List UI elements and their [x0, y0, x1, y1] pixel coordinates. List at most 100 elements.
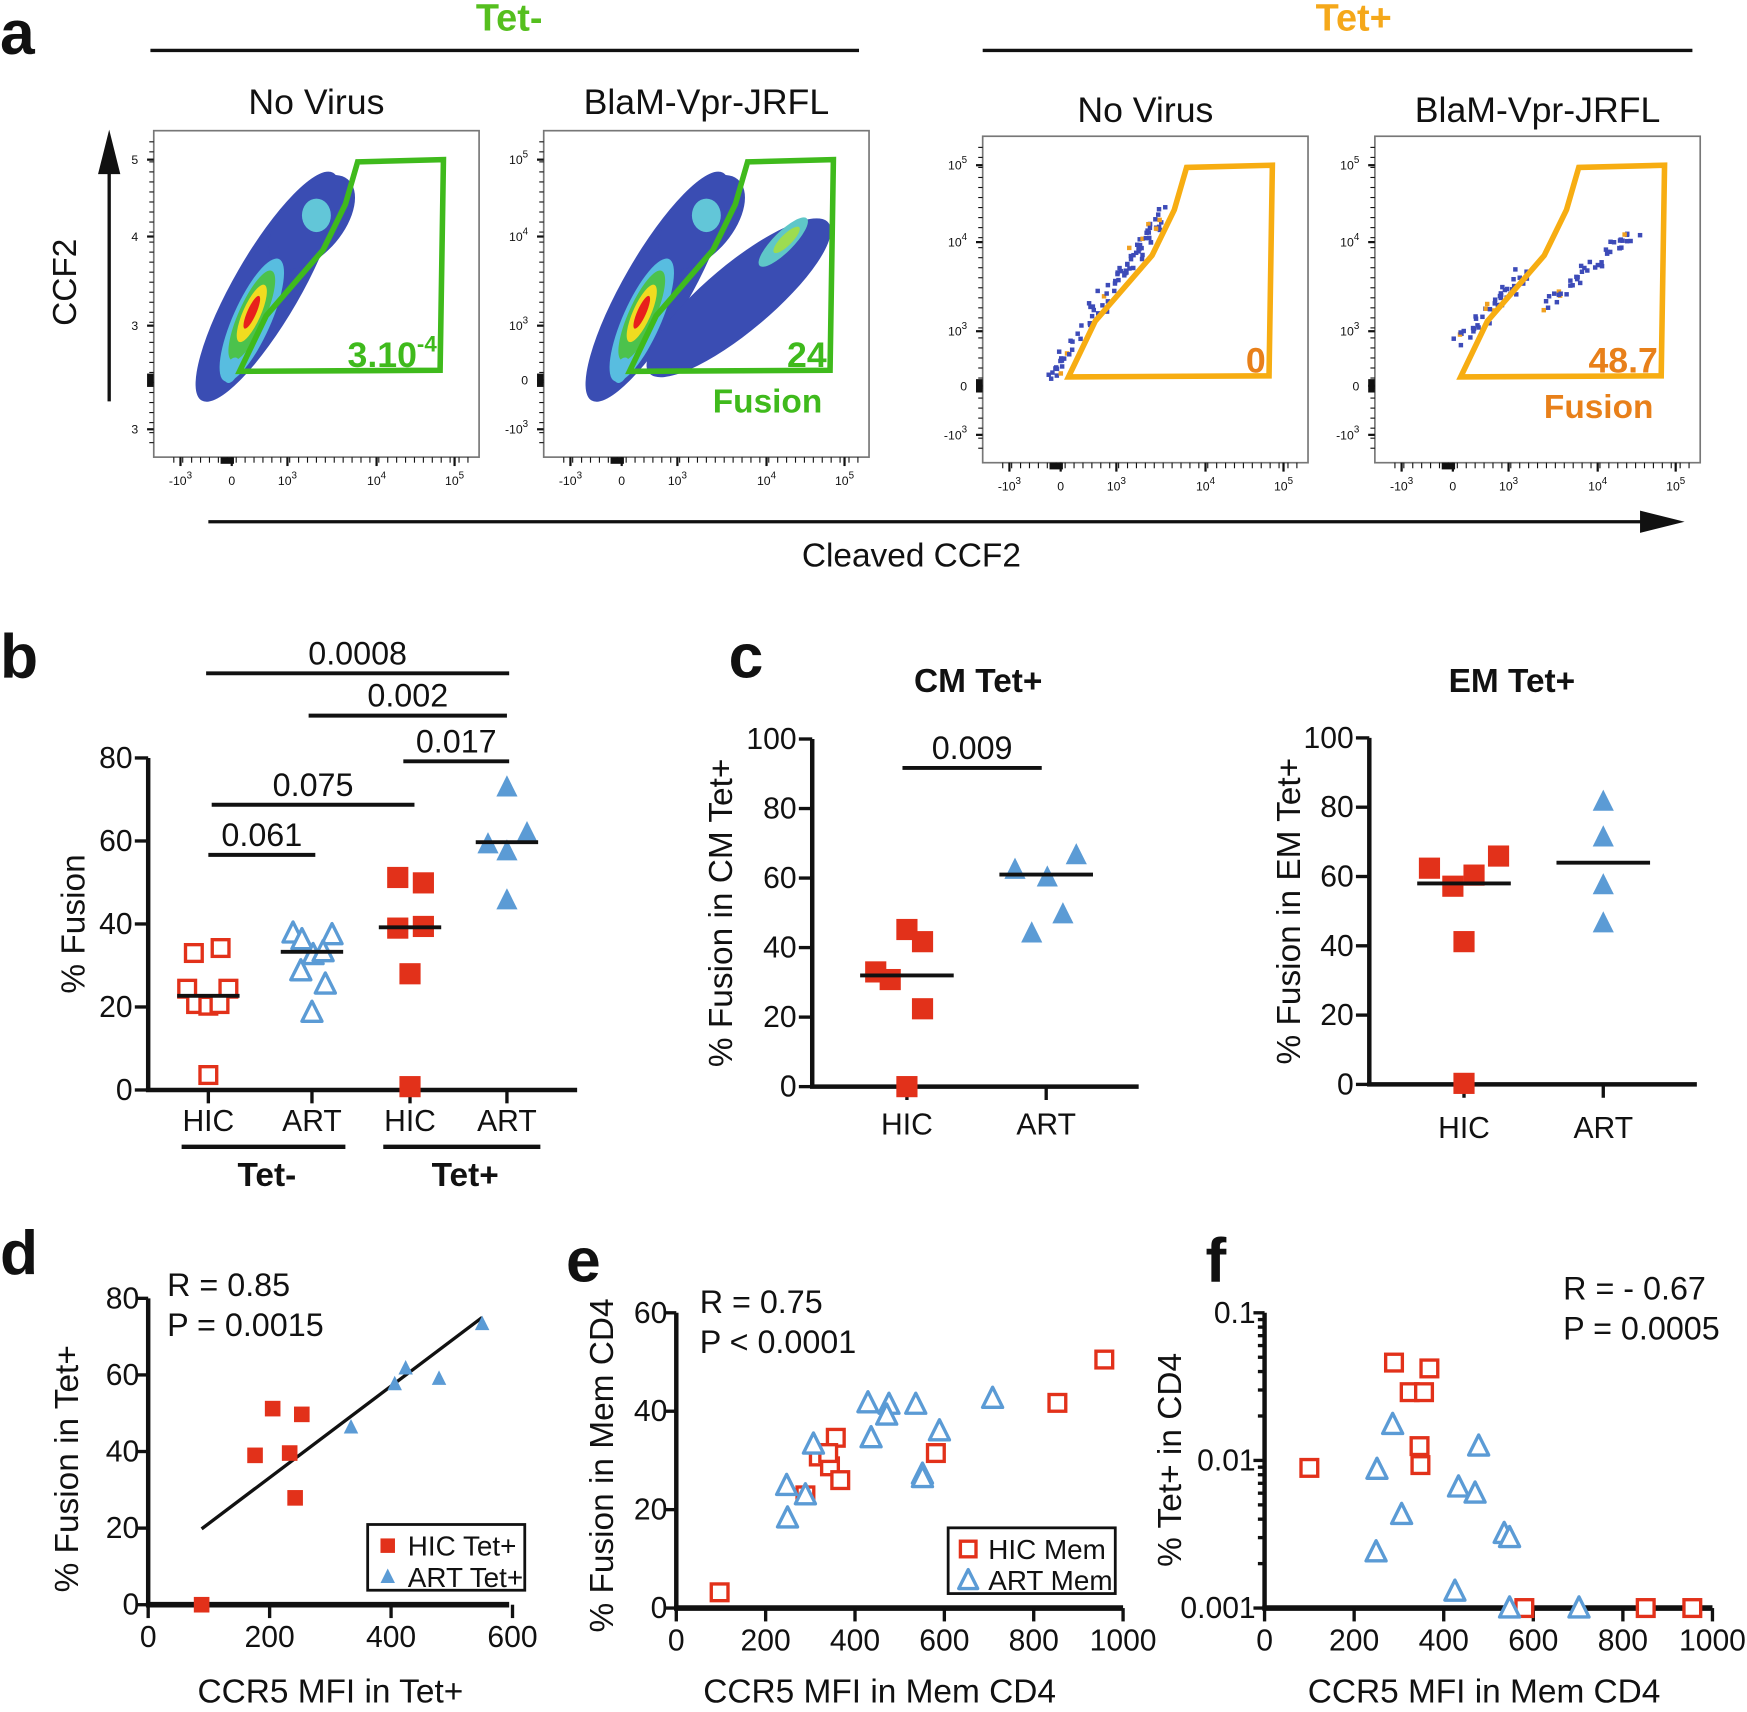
y-tick-label: -103 [505, 419, 529, 437]
data-point [875, 1402, 899, 1426]
x-tick-label: 200 [1329, 1624, 1379, 1657]
density-region [301, 198, 331, 233]
event-dot [1157, 227, 1163, 233]
flow-plot-title: No Virus [1077, 90, 1213, 130]
p-value-label: 0.0008 [308, 635, 407, 671]
y-axis-label: CCF2 [47, 239, 84, 326]
legend-entry: HIC Mem [988, 1534, 1106, 1565]
category-label: ART [1016, 1109, 1076, 1142]
event-dot [1585, 268, 1590, 273]
x-tick-label: -103 [559, 470, 583, 488]
x-tick-label: 105 [445, 470, 465, 488]
statistic-label: P < 0.0001 [700, 1324, 857, 1360]
group-label: Tet+ [432, 1157, 499, 1194]
event-dot [1458, 330, 1463, 335]
event-dot [1157, 217, 1162, 223]
event-dot [1086, 301, 1092, 306]
fusion-gate[interactable] [1456, 162, 1668, 380]
y-tick-label: 80 [106, 1282, 139, 1315]
data-point [496, 775, 518, 797]
tick-exponent: 5 [1288, 476, 1294, 487]
event-dot [1461, 328, 1466, 334]
tick-exponent: 4 [962, 232, 968, 243]
event-dot [1067, 352, 1072, 357]
event-dot [1125, 262, 1130, 267]
tick-exponent: 5 [849, 470, 855, 481]
y-tick-label: 40 [106, 1436, 139, 1469]
panel-letter-d: d [0, 1219, 38, 1288]
fusion-gate[interactable] [1064, 162, 1276, 380]
y-tick-label: 60 [634, 1297, 667, 1330]
x-tick-label: 600 [1508, 1624, 1558, 1657]
event-dot [1546, 294, 1552, 299]
event-dot [1543, 299, 1549, 304]
x-tick-label: 0 [618, 474, 625, 488]
event-dot [1048, 376, 1054, 381]
fusion-gate[interactable] [625, 156, 837, 375]
event-dot [1628, 238, 1633, 244]
data-point [1442, 875, 1464, 897]
event-dot [1069, 347, 1075, 352]
event-dot [1582, 265, 1587, 271]
data-point [1453, 1072, 1475, 1094]
x-tick-label: 103 [668, 470, 688, 488]
event-dot [1127, 266, 1132, 271]
event-dot [1118, 268, 1124, 274]
data-point [1409, 1436, 1430, 1457]
data-point [1592, 873, 1614, 895]
gate-exponent: -4 [417, 331, 437, 356]
data-point [474, 1315, 490, 1331]
event-dot [1112, 281, 1118, 286]
fusion-gate[interactable] [235, 156, 447, 375]
plot-frame [981, 135, 1309, 464]
group-header-tet-plus: Tet+ [1316, 0, 1392, 39]
data-point [193, 1596, 210, 1613]
y-tick-label: 105 [948, 155, 968, 173]
tick-base: 0 [228, 474, 235, 488]
y-tick-cluster [1368, 379, 1375, 393]
event-dot [1060, 356, 1065, 361]
event-dot [1587, 259, 1593, 265]
data-point [210, 938, 231, 959]
data-point [289, 958, 313, 982]
density-region [633, 295, 651, 329]
event-dot [1611, 240, 1617, 245]
event-dot [1134, 242, 1140, 248]
data-point [1419, 1358, 1440, 1379]
category-label: ART [282, 1105, 342, 1138]
event-dot [1492, 301, 1497, 306]
event-dot [1502, 287, 1508, 293]
x-axis-label: CCR5 MFI in Mem CD4 [1308, 1674, 1661, 1711]
data-point [1413, 1382, 1435, 1403]
gate-value: 3.10 [348, 335, 417, 375]
event-dot [1577, 280, 1583, 286]
data-point [399, 963, 421, 985]
tick-base: 10 [367, 474, 381, 488]
data-point [774, 1472, 799, 1497]
tick-base: 10 [509, 153, 523, 167]
tick-exponent: 3 [292, 470, 298, 481]
legend [366, 1523, 527, 1592]
y-axis-label: % Fusion in Mem CD4 [584, 1298, 621, 1632]
density-region [773, 226, 800, 254]
tick-exponent: 5 [523, 149, 529, 160]
density-region [223, 357, 240, 383]
y-tick-label: 0.01 [1197, 1444, 1256, 1477]
event-dot [1139, 256, 1145, 262]
category-label: HIC [182, 1105, 234, 1138]
y-tick-label: 105 [1340, 155, 1360, 173]
tick-base: 3 [131, 319, 138, 333]
tick-base: -10 [169, 474, 187, 488]
event-dot [1574, 276, 1580, 282]
y-tick-cluster [147, 373, 154, 387]
tick-base: 10 [1340, 325, 1354, 339]
data-point [1487, 845, 1510, 867]
tick-exponent: 3 [1120, 476, 1126, 487]
event-dot [1473, 314, 1478, 319]
gate-percentage: 24 [787, 335, 827, 375]
event-dot [1513, 267, 1518, 272]
tick-base: -10 [505, 423, 523, 437]
event-dot [1128, 256, 1134, 262]
y-tick-label: 0 [123, 1589, 140, 1622]
y-tick-label: 40 [99, 908, 132, 941]
